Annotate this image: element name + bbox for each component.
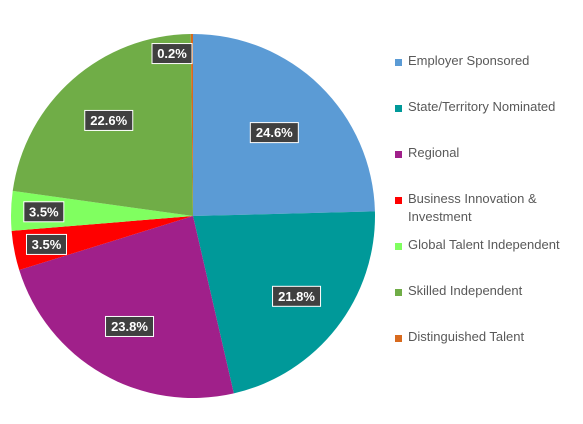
- chart-legend: Employer Sponsored State/Territory Nomina…: [395, 52, 580, 374]
- legend-swatch: [395, 59, 402, 66]
- legend-item-global-talent-independent: Global Talent Independent: [395, 236, 580, 282]
- svg-text:3.5%: 3.5%: [29, 204, 59, 219]
- legend-swatch: [395, 197, 402, 204]
- legend-label: Regional: [408, 144, 459, 162]
- legend-item-employer-sponsored: Employer Sponsored: [395, 52, 580, 98]
- legend-label-line1: Global Talent Independent: [408, 237, 560, 252]
- data-label-regional: 23.8%: [105, 315, 155, 337]
- data-label-business-innovation-investment: 3.5%: [25, 233, 67, 255]
- pie-slice-business-innovation-investment: [11, 216, 194, 271]
- svg-text:23.8%: 23.8%: [111, 319, 148, 334]
- svg-text:3.5%: 3.5%: [32, 237, 62, 252]
- legend-item-regional: Regional: [395, 144, 580, 190]
- legend-item-business-innovation-investment: Business Innovation & Investment: [395, 190, 580, 236]
- legend-label-line1: Regional: [408, 145, 460, 160]
- data-label-global-talent-independent: 3.5%: [23, 201, 65, 223]
- pie-slice-distinguished-talent: [190, 34, 193, 216]
- data-label-employer-sponsored: 24.6%: [249, 122, 299, 144]
- legend-label: Distinguished Talent: [408, 328, 524, 346]
- legend-label-line1: State/Territory Nominated: [408, 99, 556, 114]
- svg-text:0.2%: 0.2%: [157, 46, 187, 61]
- legend-label-line2: Investment: [408, 209, 472, 224]
- legend-item-distinguished-talent: Distinguished Talent: [395, 328, 580, 374]
- legend-swatch: [395, 243, 402, 250]
- pie-slice-regional: [19, 216, 234, 398]
- legend-label: Global Talent Independent: [408, 236, 560, 254]
- data-label-state-territory-nominated: 21.8%: [272, 285, 322, 307]
- data-label-skilled-independent: 22.6%: [84, 109, 134, 131]
- legend-label: Skilled Independent: [408, 282, 522, 300]
- legend-label: Business Innovation & Investment: [408, 190, 537, 226]
- legend-swatch: [395, 151, 402, 158]
- legend-label: Employer Sponsored: [408, 52, 529, 70]
- legend-item-skilled-independent: Skilled Independent: [395, 282, 580, 328]
- legend-label-line1: Distinguished Talent: [408, 329, 525, 344]
- legend-label-line1: Business Innovation &: [408, 191, 537, 206]
- legend-swatch: [395, 105, 402, 112]
- svg-text:21.8%: 21.8%: [278, 289, 315, 304]
- legend-item-state-territory-nominated: State/Territory Nominated: [395, 98, 580, 144]
- svg-text:22.6%: 22.6%: [90, 113, 127, 128]
- legend-label: State/Territory Nominated: [408, 98, 555, 116]
- legend-swatch: [395, 335, 402, 342]
- legend-label-line1: Employer Sponsored: [408, 53, 530, 68]
- data-label-distinguished-talent: 0.2%: [151, 43, 193, 65]
- legend-swatch: [395, 289, 402, 296]
- legend-label-line1: Skilled Independent: [408, 283, 523, 298]
- svg-text:24.6%: 24.6%: [256, 125, 293, 140]
